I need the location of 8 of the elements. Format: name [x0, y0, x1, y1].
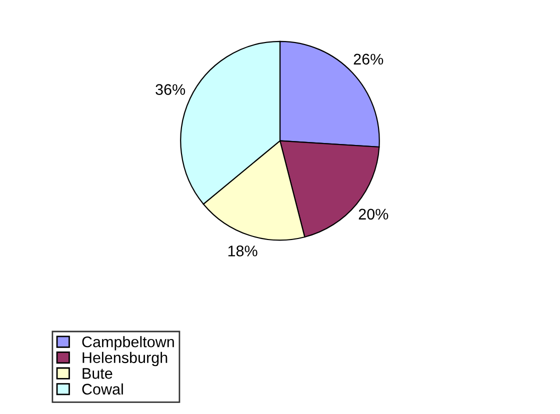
data-label: 20%	[358, 208, 388, 220]
data-label: 36%	[156, 84, 186, 95]
legend-label: Bute	[82, 368, 112, 379]
data-label: 18%	[228, 246, 258, 256]
legend-label: Campbeltown	[82, 336, 174, 350]
legend-label: Helensburgh	[82, 352, 168, 366]
legend-label: Cowal	[82, 383, 123, 395]
data-label: 26%	[354, 54, 384, 65]
